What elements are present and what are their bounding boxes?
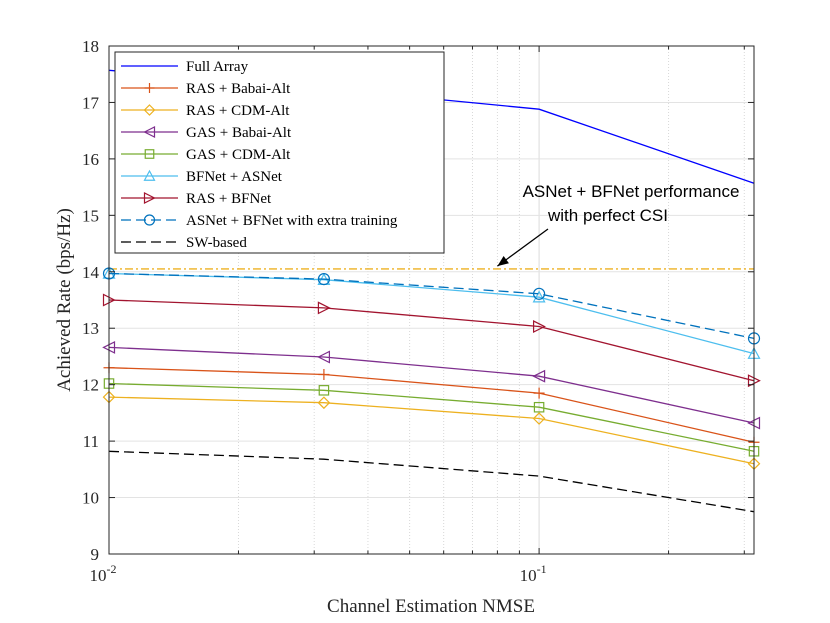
series-2 [102,390,761,471]
legend-label: Full Array [186,59,249,75]
y-tick-label: 9 [91,545,100,564]
legend-swatch-marker [143,169,156,181]
y-tick-label: 13 [82,319,99,338]
x-tick-labels: 10-2 10-1 [90,562,547,585]
legend-label: BFNet + ASNet [186,169,283,185]
data-point [533,387,545,399]
data-point [532,369,546,383]
legend-label: RAS + CDM-Alt [186,103,290,119]
axis-ticks [108,45,754,555]
x-tick-label: 10-1 [520,562,547,585]
data-point [532,320,546,333]
data-point [317,301,331,315]
legend-label: GAS + Babai-Alt [186,125,292,141]
annotation-arrow-head [497,255,509,267]
legend-swatch-marker [144,149,155,159]
series-line [108,382,755,452]
legend-swatch-marker [143,192,156,204]
legend-swatch-marker [143,104,156,116]
legend-label: RAS + BFNet [186,191,272,207]
data-point [532,290,546,303]
x-axis-label: Channel Estimation NMSE [327,596,535,617]
annotation-line-2: with perfect CSI [547,206,668,225]
series-line [108,450,755,513]
y-tick-label: 18 [82,37,99,56]
y-axis-label: Achieved Rate (bps/Hz) [54,208,75,392]
annotation: ASNet + BFNet performance with perfect C… [497,182,740,267]
data-point [532,412,546,425]
data-point [532,287,546,300]
y-tick-label: 10 [82,489,99,508]
legend-label: ASNet + BFNet with extra training [186,213,398,229]
y-tick-label: 15 [82,206,99,225]
legend-label: SW-based [186,235,247,251]
legend-swatch-marker [143,126,156,138]
series-8 [108,450,755,513]
data-point [317,273,331,286]
y-tick-label: 12 [82,376,99,395]
data-point [533,401,545,413]
series-line [108,346,755,424]
data-point [317,350,331,364]
data-point [317,396,331,410]
y-tick-label: 17 [82,93,100,112]
series-line [108,367,755,443]
data-point [318,369,330,381]
legend-label: RAS + Babai-Alt [186,81,291,97]
y-tick-labels: 9 10 11 12 13 14 15 16 17 18 [82,37,100,564]
y-tick-label: 11 [83,432,99,451]
annotation-line-1: ASNet + BFNet performance [523,182,740,201]
legend-swatch-marker [143,214,156,226]
y-tick-label: 16 [82,150,99,169]
y-tick-label: 14 [82,263,100,282]
data-point [318,385,330,396]
legend: Full Array RAS + Babai-Alt RAS + CDM-Alt GA… [114,51,445,254]
series-line [108,396,755,465]
legend-swatch-marker [144,83,155,93]
plot-frame [108,45,755,555]
series-line [108,272,755,340]
x-tick-label: 10-2 [90,562,117,585]
series-line [108,299,755,382]
legend-label: GAS + CDM-Alt [186,147,291,163]
